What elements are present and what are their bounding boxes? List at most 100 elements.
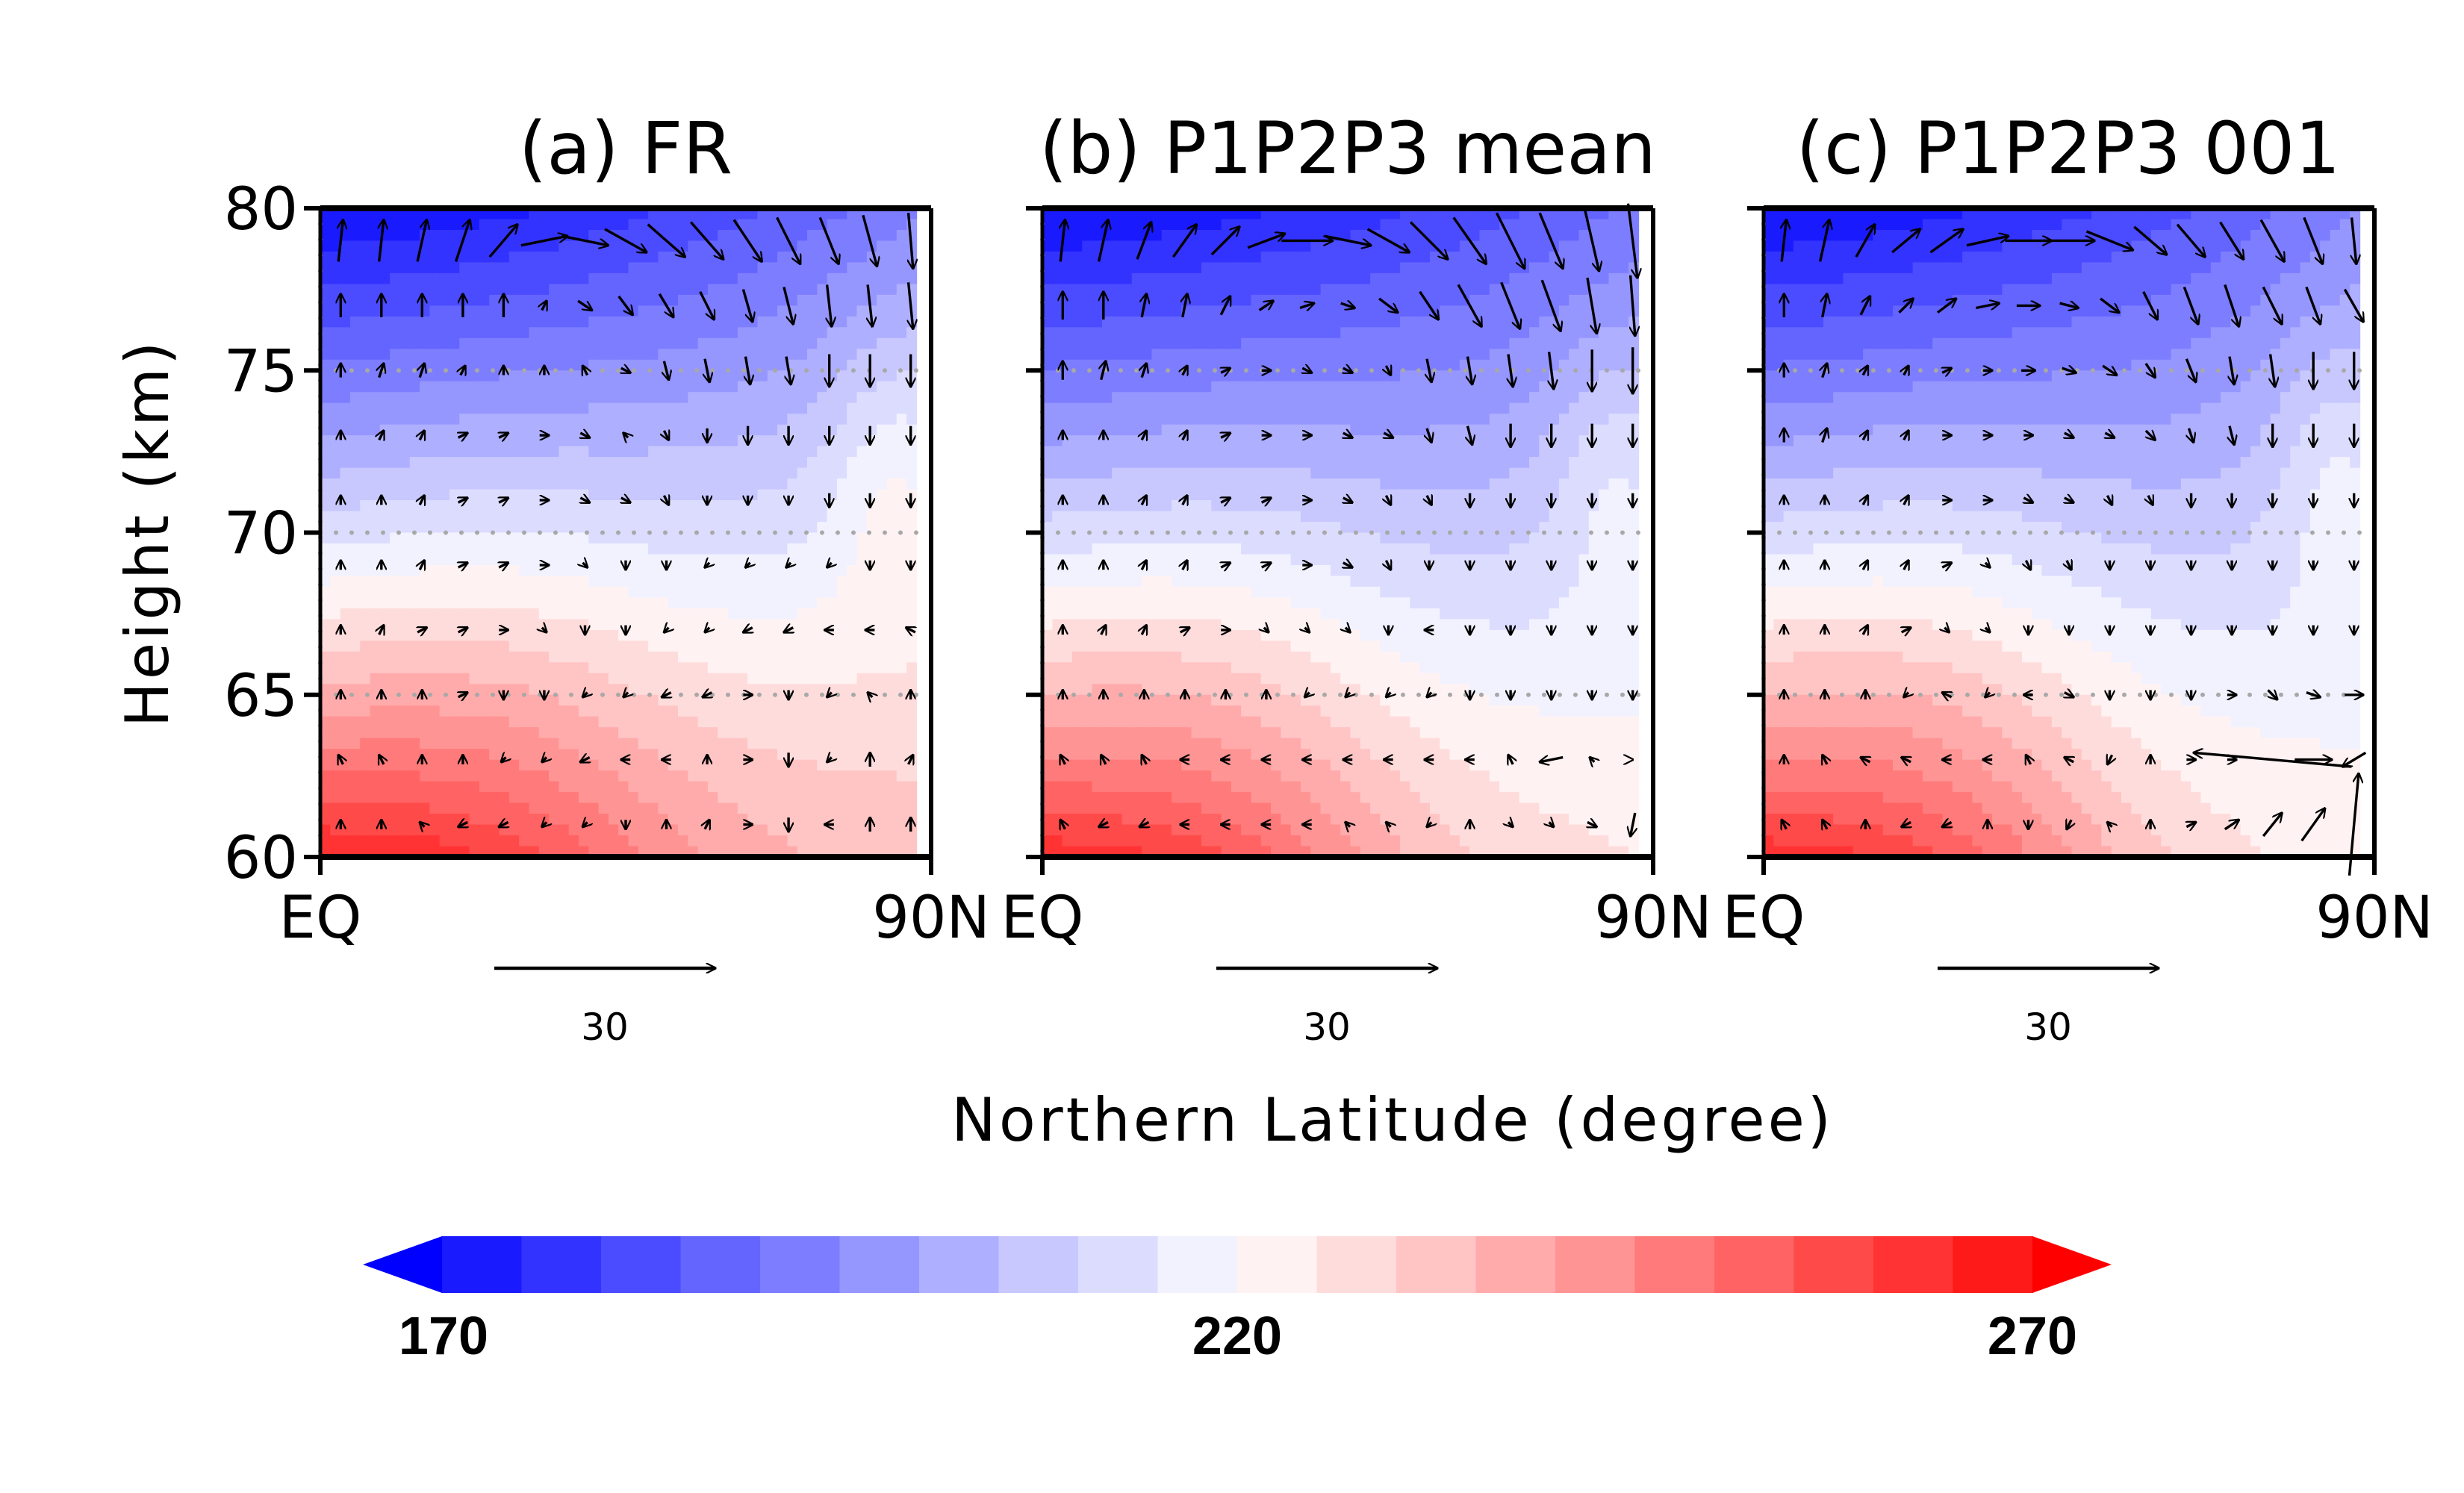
contour-cell <box>409 554 420 566</box>
contour-cell <box>787 662 798 674</box>
contour-cell <box>836 814 848 826</box>
contour-cell <box>877 414 888 426</box>
contour-cell <box>538 414 550 426</box>
contour-cell <box>697 337 709 350</box>
contour-cell <box>549 337 560 350</box>
contour-cell <box>429 749 441 761</box>
contour-cell <box>836 651 848 664</box>
contour-cell <box>767 564 778 577</box>
contour-cell <box>618 262 629 274</box>
contour-cell <box>1171 370 1183 382</box>
contour-cell <box>1131 479 1142 490</box>
contour-cell <box>568 251 579 264</box>
contour-cell <box>737 532 748 544</box>
contour-cell <box>638 727 649 739</box>
contour-cell <box>1071 608 1083 620</box>
contour-cell <box>508 651 520 664</box>
contour-cell <box>727 662 738 674</box>
contour-cell <box>469 532 480 544</box>
contour-cell <box>1231 629 1242 642</box>
contour-cell <box>489 511 500 523</box>
contour-cell <box>1092 543 1103 555</box>
contour-cell <box>549 522 560 534</box>
contour-cell <box>1052 597 1063 609</box>
contour-cell <box>598 446 609 458</box>
contour-cell <box>439 716 450 728</box>
contour-cell <box>508 467 520 479</box>
contour-cell <box>1231 467 1242 479</box>
contour-cell <box>757 370 768 382</box>
wind-vector <box>746 563 750 567</box>
contour-cell <box>588 684 600 696</box>
contour-cell <box>737 414 748 426</box>
contour-cell <box>340 781 351 793</box>
contour-cell <box>628 414 639 426</box>
contour-cell <box>390 424 401 436</box>
contour-cell <box>1092 489 1103 501</box>
contour-cell <box>1191 359 1202 372</box>
contour-cell <box>1131 619 1142 631</box>
contour-cell <box>420 284 431 296</box>
contour-cell <box>439 446 450 458</box>
wind-vector <box>827 758 832 762</box>
contour-cell <box>608 240 619 252</box>
contour-cell <box>1201 673 1213 685</box>
contour-cell <box>767 337 778 350</box>
contour-cell <box>1082 294 1093 307</box>
contour-cell <box>479 392 491 404</box>
contour-cell <box>608 759 619 771</box>
contour-cell <box>1071 564 1083 577</box>
contour-cell <box>429 770 441 782</box>
contour-cell <box>1082 684 1093 696</box>
contour-cell <box>1112 543 1123 555</box>
contour-cell <box>508 414 520 426</box>
contour-cell <box>727 522 738 534</box>
contour-cell <box>757 619 768 631</box>
contour-cell <box>1221 272 1232 285</box>
contour-cell <box>836 402 848 414</box>
contour-cell <box>658 835 669 847</box>
contour-cell <box>1171 673 1183 685</box>
contour-cell <box>330 629 341 642</box>
contour-cell <box>360 370 371 382</box>
contour-cell <box>1142 792 1153 804</box>
contour-cell <box>330 738 341 749</box>
contour-cell <box>1071 651 1083 664</box>
contour-cell <box>836 597 848 609</box>
contour-cell <box>718 759 729 771</box>
contour-cell <box>658 802 669 814</box>
contour-cell <box>320 219 332 231</box>
contour-cell <box>559 738 570 749</box>
contour-cell <box>718 489 729 501</box>
contour-cell <box>836 316 848 328</box>
contour-cell <box>549 619 560 631</box>
contour-cell <box>648 446 659 458</box>
contour-cell <box>777 576 788 587</box>
contour-cell <box>1121 402 1133 414</box>
contour-cell <box>856 446 868 458</box>
contour-cell <box>638 381 649 393</box>
contour-cell <box>508 586 520 599</box>
contour-cell <box>727 500 738 512</box>
contour-cell <box>807 727 818 739</box>
contour-cell <box>320 629 332 642</box>
contour-cell <box>439 532 450 544</box>
contour-cell <box>489 651 500 664</box>
contour-cell <box>578 467 590 479</box>
contour-cell <box>439 370 450 382</box>
contour-cell <box>529 694 540 707</box>
contour-cell <box>737 576 748 587</box>
contour-cell <box>1092 629 1103 642</box>
contour-cell <box>429 489 441 501</box>
contour-cell <box>1092 381 1103 393</box>
contour-cell <box>1191 543 1202 555</box>
contour-cell <box>1042 337 1054 350</box>
contour-cell <box>618 337 629 350</box>
contour-cell <box>866 424 877 436</box>
contour-cell <box>1181 759 1192 771</box>
contour-cell <box>340 381 351 393</box>
contour-cell <box>1112 802 1123 814</box>
contour-cell <box>787 219 798 231</box>
contour-cell <box>1112 337 1123 350</box>
contour-cell <box>856 835 868 847</box>
